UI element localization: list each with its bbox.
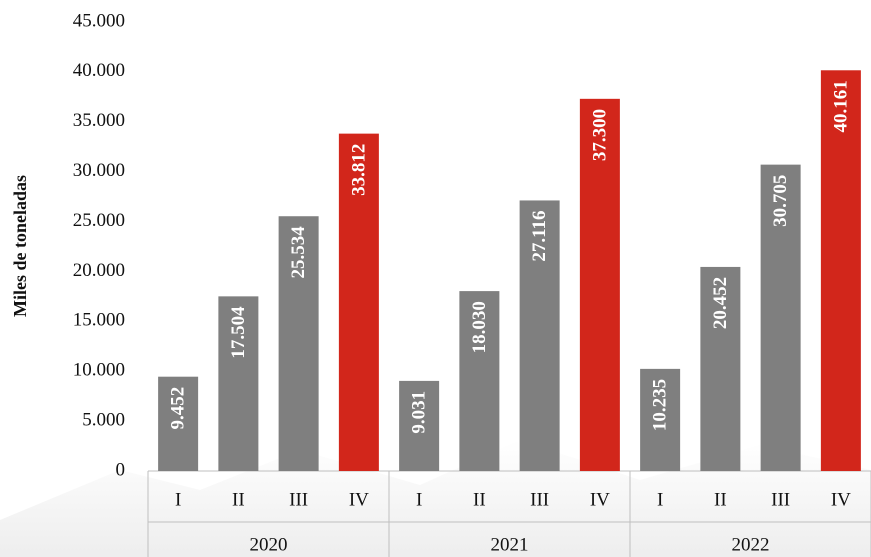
y-tick-label: 5.000 [82, 409, 125, 430]
x-tick-label: III [530, 489, 549, 510]
y-tick-label: 30.000 [73, 160, 125, 181]
data-label: 9.031 [409, 391, 430, 434]
y-tick-label: 0 [116, 459, 126, 480]
page: Miles de toneladas 0 5.000 10.000 15.000 20.… [0, 0, 871, 557]
x-tick-label: I [657, 489, 663, 510]
data-label: 37.300 [589, 109, 610, 161]
x-tick-label: I [416, 489, 422, 510]
x-tick-label: IV [349, 489, 369, 510]
data-label: 33.812 [348, 144, 369, 196]
x-tick-label: I [175, 489, 181, 510]
x-tick-label: II [473, 489, 486, 510]
x-tick-label: IV [831, 489, 851, 510]
x-tick-label: II [232, 489, 245, 510]
data-label: 27.116 [529, 210, 550, 261]
x-tick-label: II [714, 489, 727, 510]
y-tick-label: 15.000 [73, 310, 125, 331]
y-tick-label: 40.000 [73, 60, 125, 81]
x-tick-label: III [289, 489, 308, 510]
y-tick-label: 35.000 [73, 110, 125, 131]
data-label: 40.161 [830, 80, 851, 132]
y-axis-title: Miles de toneladas [10, 175, 30, 317]
data-label: 25.534 [288, 226, 309, 279]
data-label: 20.452 [710, 277, 731, 329]
chart: Miles de toneladas 0 5.000 10.000 15.000 20.… [0, 0, 871, 557]
data-label: 10.235 [650, 379, 671, 431]
group-label: 2022 [732, 534, 770, 555]
data-label: 30.705 [770, 175, 791, 227]
group-label: 2021 [491, 534, 529, 555]
data-label: 9.452 [168, 387, 189, 430]
y-tick-label: 20.000 [73, 260, 125, 281]
x-tick-label: IV [590, 489, 610, 510]
data-label: 17.504 [228, 306, 249, 359]
group-label: 2020 [250, 534, 288, 555]
y-tick-label: 10.000 [73, 360, 125, 381]
data-label: 18.030 [469, 301, 490, 353]
y-tick-label: 25.000 [73, 210, 125, 231]
y-tick-label: 45.000 [73, 10, 125, 31]
x-tick-label: III [771, 489, 790, 510]
